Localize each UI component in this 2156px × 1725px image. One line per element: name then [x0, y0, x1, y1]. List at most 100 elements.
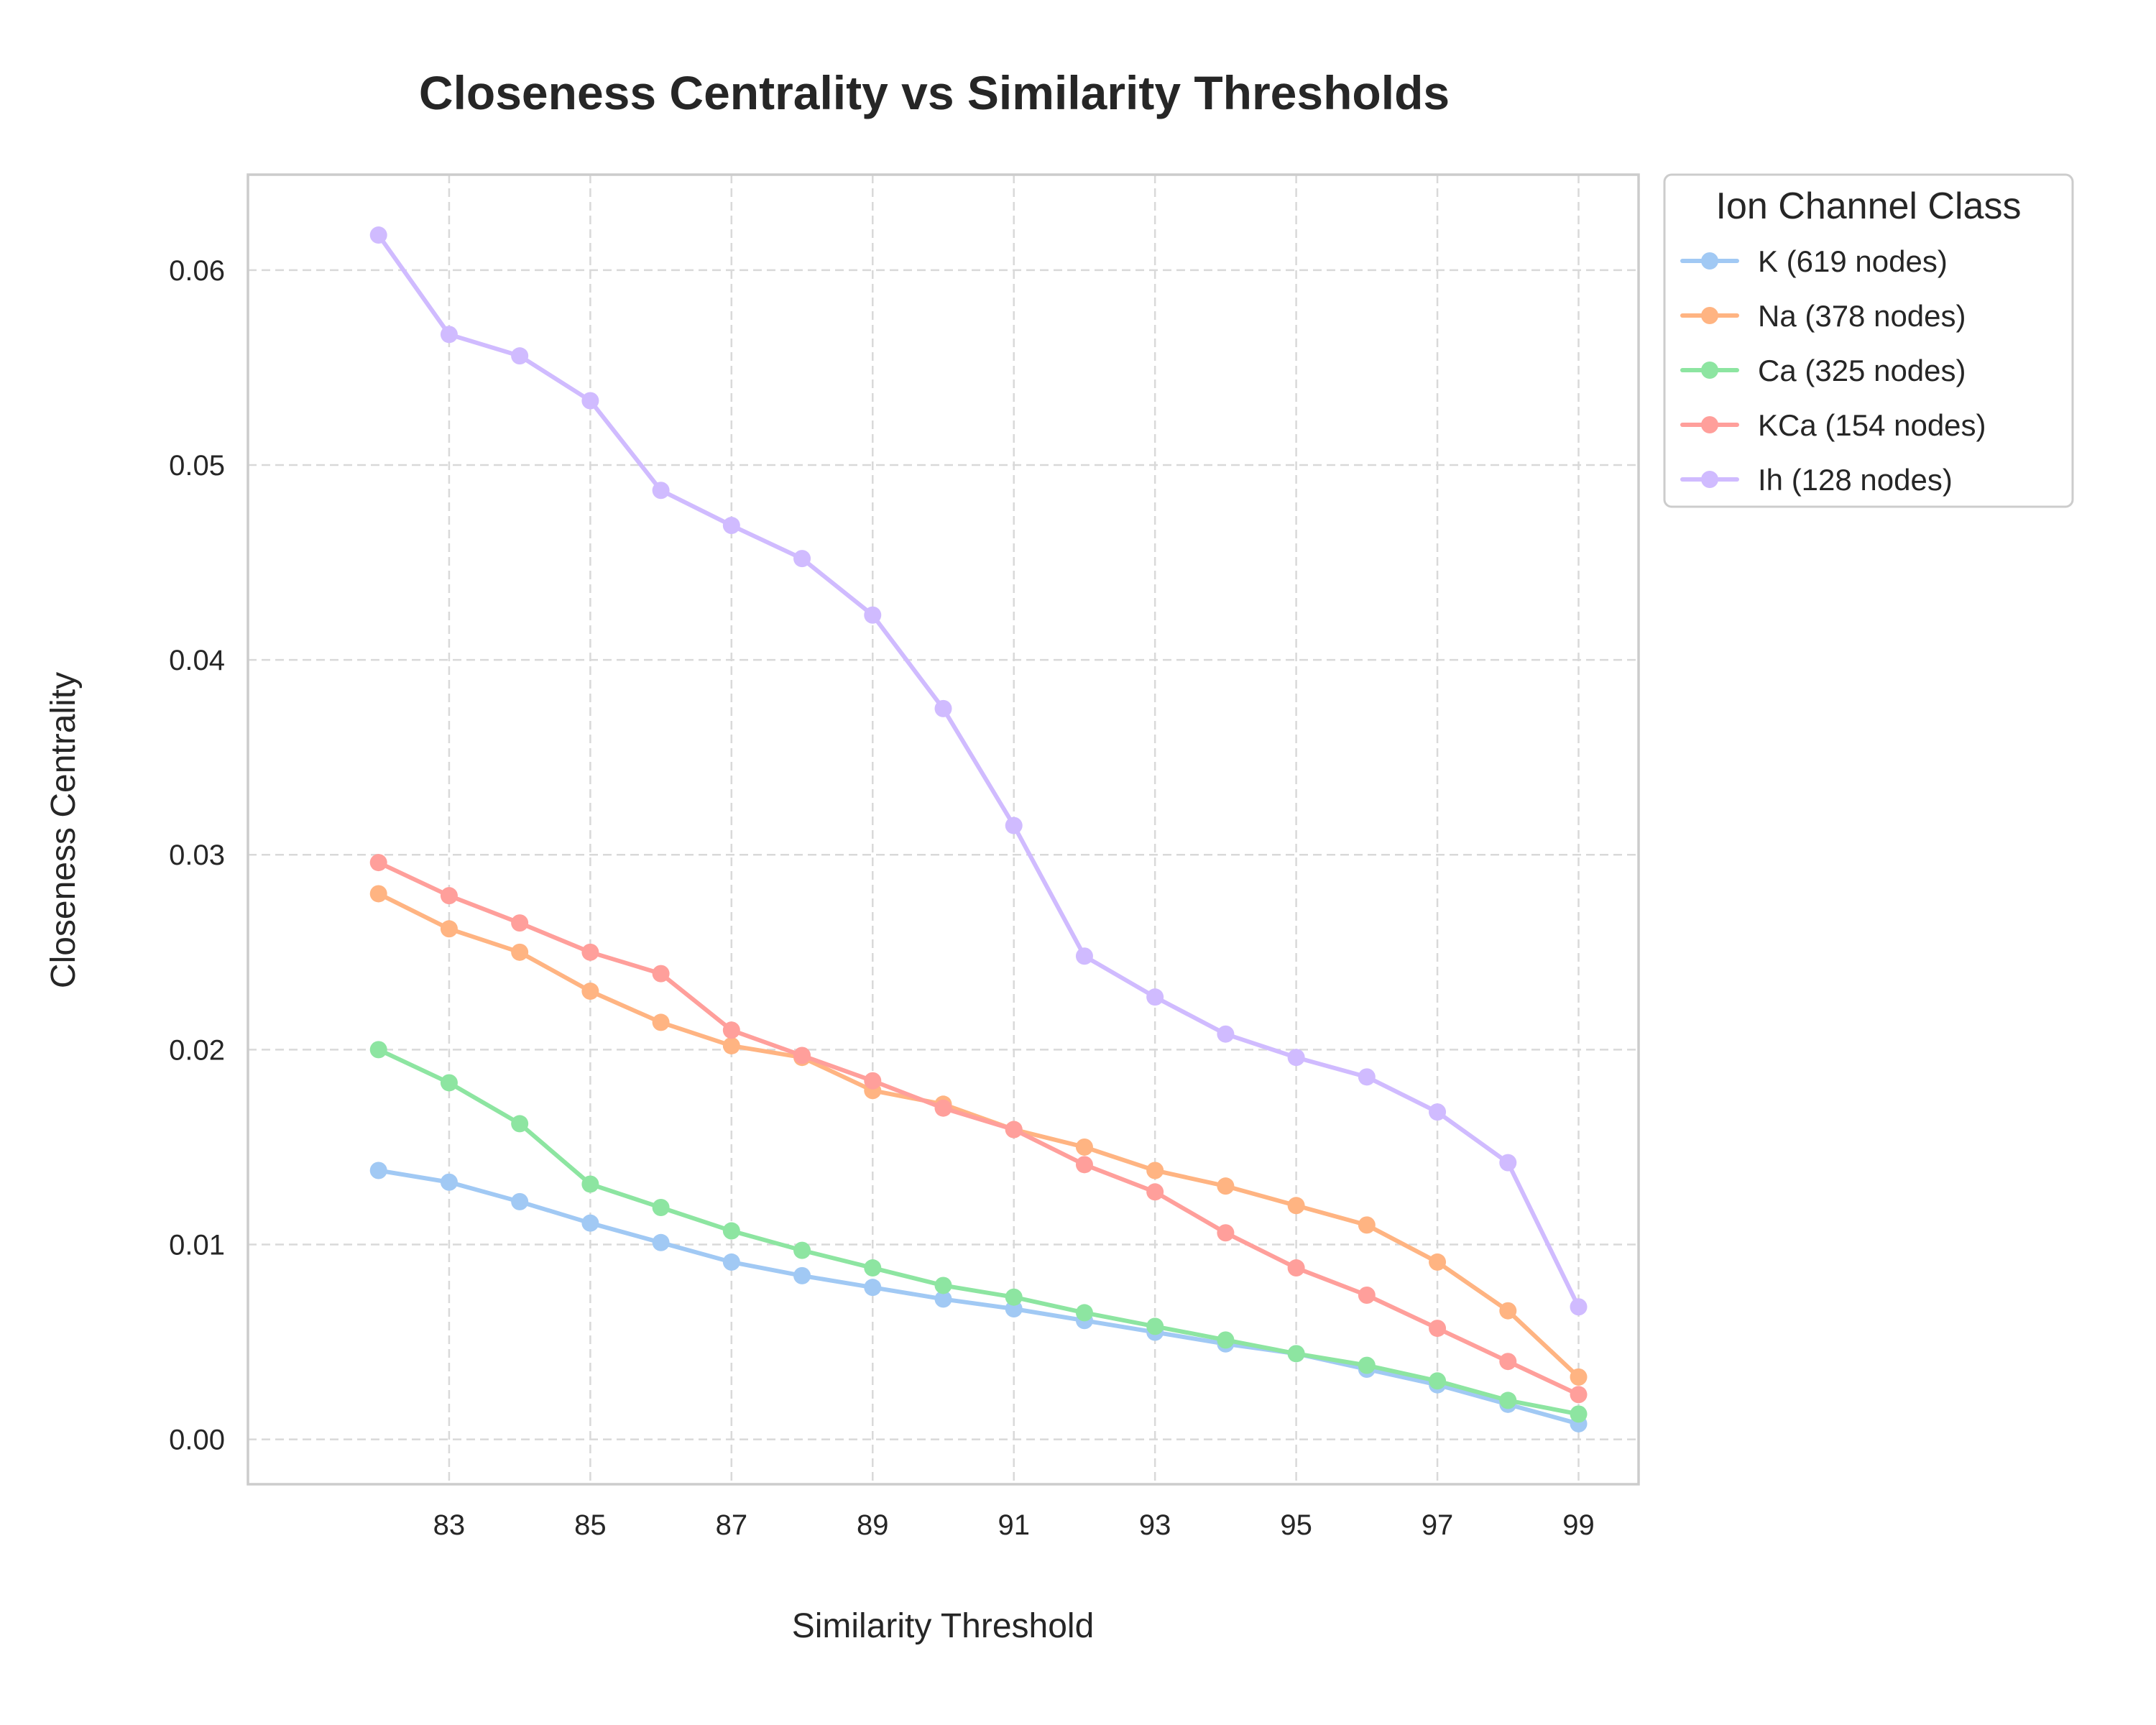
data-point — [864, 1259, 882, 1277]
data-point — [1075, 947, 1093, 965]
data-point — [722, 1253, 740, 1271]
data-point — [1358, 1216, 1376, 1234]
series-line — [376, 1047, 1581, 1417]
y-tick-label: 0.00 — [169, 1425, 225, 1456]
series-layer — [369, 226, 1588, 1432]
y-tick-label: 0.06 — [169, 255, 225, 287]
data-point — [440, 887, 458, 905]
x-tick-label: 95 — [1280, 1509, 1312, 1541]
legend-label: KCa (154 nodes) — [1758, 408, 1986, 442]
data-point — [581, 943, 599, 961]
data-point — [1570, 1386, 1588, 1404]
legend-marker — [1701, 362, 1718, 379]
y-axis-label: Closeness Centrality — [45, 672, 83, 988]
data-point — [793, 1241, 811, 1259]
data-point — [652, 1013, 670, 1031]
y-tick-label: 0.03 — [169, 840, 225, 871]
data-point — [511, 914, 529, 932]
series-line — [376, 860, 1581, 1397]
data-point — [652, 965, 670, 983]
data-point — [1429, 1372, 1447, 1390]
series-2 — [369, 1041, 1588, 1423]
data-point — [1287, 1259, 1305, 1277]
legend-item: Na (378 nodes) — [1680, 299, 1966, 333]
data-point — [369, 1162, 387, 1179]
data-point — [1217, 1331, 1235, 1349]
y-tick-label: 0.02 — [169, 1034, 225, 1066]
legend-marker — [1701, 252, 1718, 270]
data-point — [1005, 1288, 1023, 1306]
data-point — [722, 517, 740, 535]
data-point — [1570, 1405, 1588, 1423]
x-tick-label: 89 — [857, 1509, 889, 1541]
data-point — [1499, 1154, 1517, 1172]
data-point — [1217, 1224, 1235, 1242]
data-point — [581, 983, 599, 1000]
data-point — [722, 1021, 740, 1039]
data-point — [581, 392, 599, 410]
tick-labels: 83 85 87 89 91 93 95 97 99 0.00 0.01 0.02 0.03 0.04 0.… — [169, 255, 1595, 1541]
legend-title: Ion Channel Class — [1716, 185, 2022, 227]
data-point — [1499, 1302, 1517, 1320]
data-point — [864, 1279, 882, 1297]
data-point — [1146, 1317, 1164, 1335]
data-point — [1287, 1049, 1305, 1067]
data-point — [1499, 1392, 1517, 1409]
data-point — [652, 482, 670, 500]
x-tick-label: 83 — [433, 1509, 466, 1541]
legend-item: KCa (154 nodes) — [1680, 408, 1986, 442]
data-point — [511, 347, 529, 365]
series-line — [376, 1168, 1581, 1426]
series-line — [376, 233, 1581, 1310]
data-point — [1146, 1162, 1164, 1179]
legend-marker — [1701, 307, 1718, 324]
legend-label: Na (378 nodes) — [1758, 299, 1966, 333]
data-point — [511, 1115, 529, 1133]
data-point — [511, 943, 529, 961]
y-tick-label: 0.05 — [169, 450, 225, 482]
data-point — [793, 550, 811, 568]
data-point — [1217, 1177, 1235, 1195]
data-point — [934, 1276, 952, 1294]
x-tick-label: 87 — [716, 1509, 748, 1541]
data-point — [1287, 1197, 1305, 1215]
data-point — [722, 1036, 740, 1054]
data-point — [1570, 1368, 1588, 1386]
y-tick-label: 0.01 — [169, 1230, 225, 1261]
data-point — [934, 1099, 952, 1117]
legend-label: K (619 nodes) — [1758, 244, 1948, 278]
legend-label: Ca (325 nodes) — [1758, 354, 1966, 387]
data-point — [1146, 1183, 1164, 1201]
x-tick-label: 91 — [998, 1509, 1030, 1541]
data-point — [1005, 1121, 1023, 1138]
x-axis-label: Similarity Threshold — [792, 1607, 1095, 1645]
data-point — [652, 1198, 670, 1216]
data-point — [1358, 1068, 1376, 1086]
y-tick-label: 0.04 — [169, 645, 225, 676]
legend-item: K (619 nodes) — [1680, 244, 1948, 278]
series-3 — [369, 854, 1588, 1404]
legend: Ion Channel Class K (619 nodes) Na (378 n… — [1663, 173, 2074, 508]
data-point — [1499, 1353, 1517, 1371]
data-point — [864, 606, 882, 624]
legend-item: Ca (325 nodes) — [1680, 354, 1966, 387]
x-tick-label: 85 — [574, 1509, 607, 1541]
data-point — [1429, 1103, 1447, 1121]
data-point — [793, 1046, 811, 1064]
data-point — [652, 1233, 670, 1251]
data-point — [511, 1192, 529, 1210]
data-point — [1429, 1253, 1447, 1271]
data-point — [1075, 1304, 1093, 1322]
data-point — [934, 1290, 952, 1308]
data-point — [793, 1266, 811, 1284]
plot-frame — [247, 173, 1640, 1486]
data-point — [440, 1074, 458, 1092]
legend-marker — [1701, 416, 1718, 433]
data-point — [369, 226, 387, 244]
data-point — [440, 326, 458, 344]
x-tick-label: 99 — [1562, 1509, 1595, 1541]
legend-box — [1663, 173, 2074, 508]
data-point — [581, 1214, 599, 1232]
x-tick-label: 93 — [1139, 1509, 1171, 1541]
